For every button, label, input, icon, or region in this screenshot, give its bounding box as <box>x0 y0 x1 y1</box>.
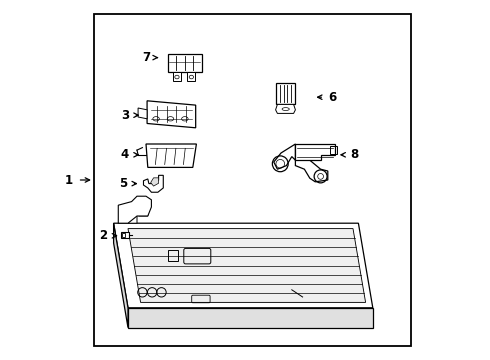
Text: 8: 8 <box>350 148 358 161</box>
Polygon shape <box>151 178 159 186</box>
Text: 3: 3 <box>121 109 129 122</box>
Bar <box>275 83 295 104</box>
Text: 5: 5 <box>119 177 127 190</box>
Polygon shape <box>128 308 373 328</box>
Polygon shape <box>295 144 335 160</box>
Polygon shape <box>121 209 128 221</box>
Polygon shape <box>118 196 151 223</box>
Polygon shape <box>114 223 373 308</box>
Polygon shape <box>128 229 366 302</box>
Bar <box>168 54 202 72</box>
Polygon shape <box>128 209 137 223</box>
Polygon shape <box>144 175 163 192</box>
Polygon shape <box>138 108 147 119</box>
Bar <box>187 72 196 81</box>
Bar <box>121 232 129 238</box>
Bar <box>330 146 337 154</box>
Text: 7: 7 <box>142 51 150 64</box>
Bar <box>94 14 411 346</box>
Text: 1: 1 <box>65 174 74 186</box>
Polygon shape <box>147 101 196 128</box>
Bar <box>122 233 125 237</box>
Polygon shape <box>114 223 128 328</box>
Bar <box>168 250 178 261</box>
Polygon shape <box>295 160 328 182</box>
Polygon shape <box>275 104 295 113</box>
Text: 6: 6 <box>328 91 337 104</box>
Polygon shape <box>139 202 148 216</box>
Polygon shape <box>274 144 295 169</box>
Bar <box>173 72 181 81</box>
Text: 2: 2 <box>99 229 107 242</box>
Text: 4: 4 <box>121 148 129 161</box>
Polygon shape <box>146 144 196 167</box>
